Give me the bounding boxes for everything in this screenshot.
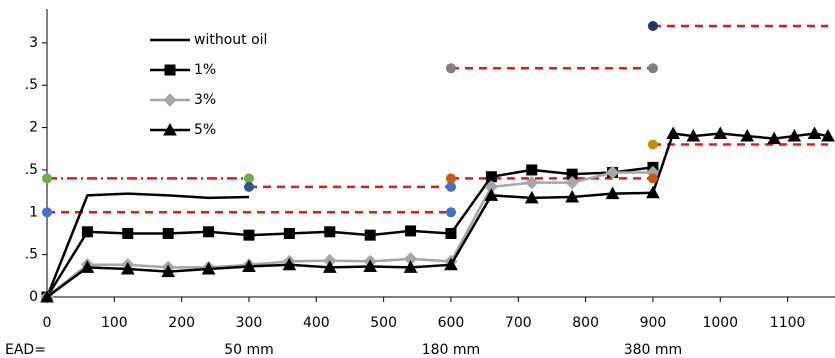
y-tick-label: 0: [29, 289, 38, 305]
reference-point: [647, 173, 658, 184]
reference-point: [647, 20, 658, 31]
marker: [364, 229, 376, 241]
marker: [646, 185, 660, 199]
x-tick-label: 0: [43, 315, 52, 331]
marker: [525, 175, 539, 190]
x-tick-label: 1000: [702, 315, 738, 331]
marker: [282, 257, 297, 271]
marker: [243, 229, 255, 241]
marker: [605, 165, 620, 180]
marker: [283, 227, 295, 239]
y-tick-label: 3: [29, 35, 38, 51]
reference-point: [243, 181, 254, 192]
reference-point: [42, 207, 52, 218]
marker: [526, 164, 538, 176]
marker: [713, 126, 728, 140]
x-tick-label: 700: [505, 315, 532, 331]
reference-point: [647, 139, 658, 150]
ead-label: EAD=: [5, 342, 46, 358]
marker: [324, 226, 336, 238]
legend-label: 5%: [194, 122, 216, 138]
y-tick-label: 2: [29, 120, 38, 136]
series-line: [45, 192, 250, 298]
marker: [80, 260, 95, 273]
marker: [242, 259, 256, 273]
marker: [565, 190, 579, 203]
x-tick-label: 900: [640, 315, 667, 331]
reference-point: [445, 173, 456, 184]
marker: [322, 260, 337, 273]
reference-point: [647, 63, 658, 74]
marker: [666, 126, 680, 140]
legend-label: 1%: [194, 62, 216, 78]
marker: [363, 259, 378, 273]
x-tick-label: 800: [572, 315, 599, 331]
legend-label: without oil: [194, 32, 267, 48]
x-tick-label: 1100: [770, 315, 806, 331]
legend-marker: [164, 64, 176, 76]
marker: [807, 126, 822, 140]
x-tick-label: 400: [303, 315, 330, 331]
x-tick-label: 300: [236, 315, 263, 331]
series-line: [46, 132, 829, 299]
ead-annotation: 380 mm: [624, 342, 682, 358]
marker: [40, 289, 54, 303]
ead-annotation: 50 mm: [224, 342, 274, 358]
y-tick-label: .5: [25, 247, 38, 263]
x-tick-label: 500: [370, 315, 397, 331]
reference-point: [42, 173, 52, 184]
legend-marker: [163, 93, 177, 107]
marker: [122, 227, 134, 239]
series-line: [46, 171, 653, 298]
y-tick-label: 1: [29, 204, 38, 220]
x-tick-label: 600: [438, 315, 465, 331]
x-tick-label: 100: [101, 315, 128, 331]
legend-marker: [163, 122, 177, 136]
marker: [444, 257, 458, 271]
x-tick-label: 200: [168, 315, 195, 331]
marker: [81, 226, 93, 238]
marker: [767, 131, 781, 145]
marker: [403, 260, 418, 273]
marker: [405, 225, 417, 237]
marker: [201, 262, 216, 275]
marker: [565, 175, 579, 190]
marker: [484, 188, 499, 201]
reference-point: [445, 63, 456, 74]
marker: [787, 129, 802, 142]
reference-point: [243, 173, 254, 184]
legend-label: 3%: [194, 92, 216, 108]
marker: [203, 226, 215, 238]
marker: [161, 264, 176, 278]
y-tick-label: .5: [25, 162, 38, 178]
marker: [120, 262, 135, 275]
marker: [740, 129, 755, 142]
marker: [686, 129, 701, 142]
marker: [821, 129, 835, 142]
series-line: [45, 166, 654, 298]
marker: [524, 190, 539, 204]
marker: [445, 227, 457, 239]
y-tick-label: .5: [25, 77, 38, 93]
ead-annotation: 180 mm: [422, 342, 480, 358]
reference-point: [445, 181, 456, 192]
marker: [162, 227, 174, 239]
marker: [605, 186, 620, 200]
reference-point: [445, 207, 456, 218]
